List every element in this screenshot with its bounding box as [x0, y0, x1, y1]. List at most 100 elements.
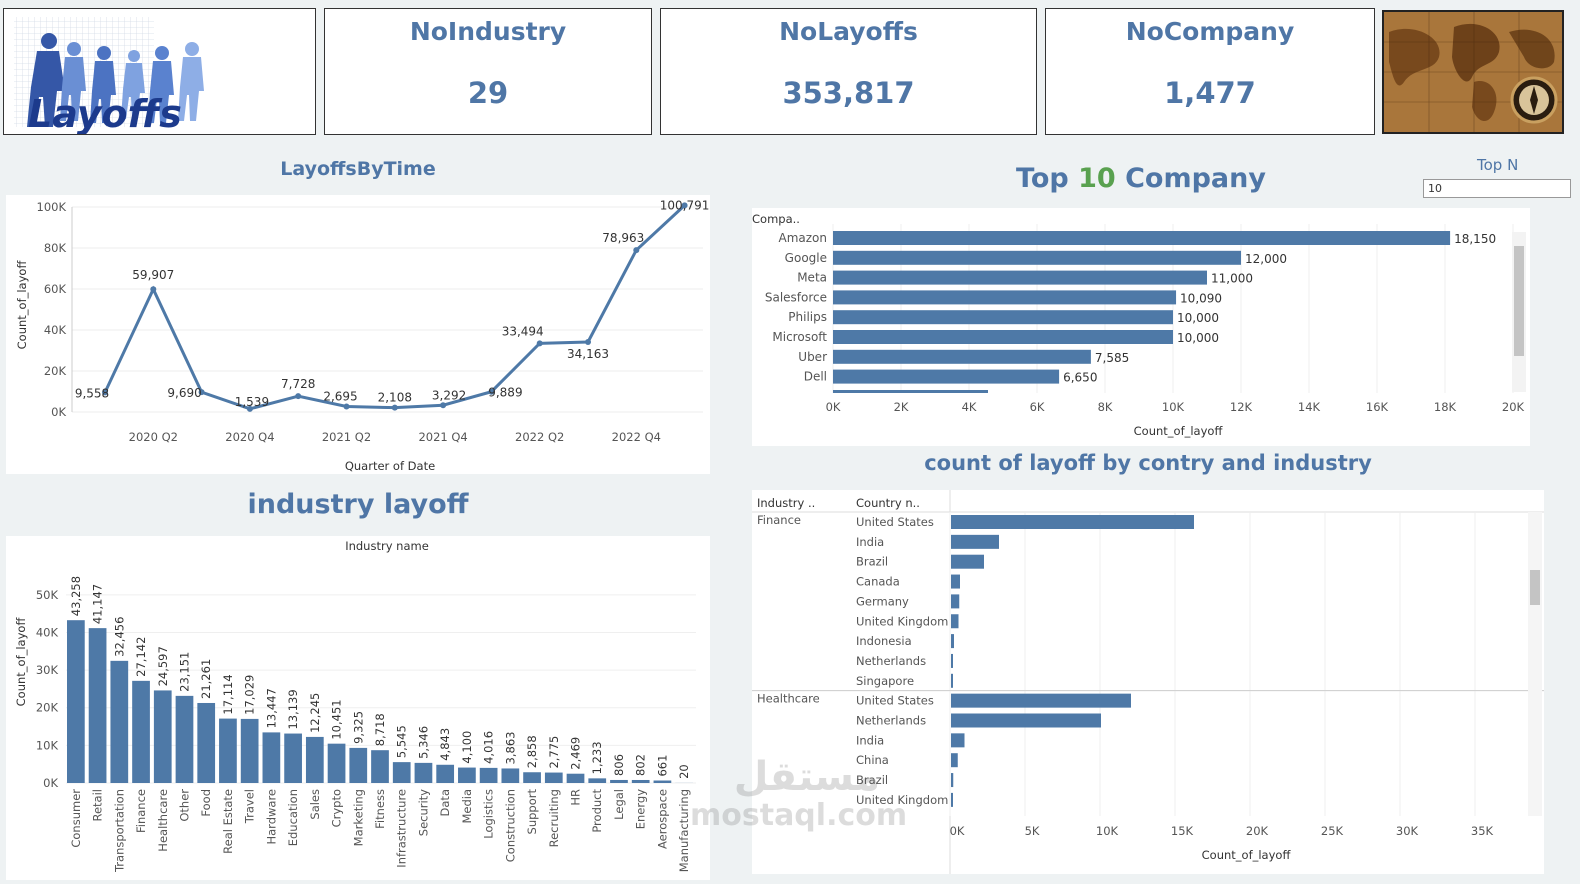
country-label: United States: [856, 694, 934, 708]
data-point: [585, 338, 591, 345]
bar-value-label: 17,029: [243, 675, 257, 715]
x-tick-label: 2021 Q2: [322, 430, 371, 444]
data-point: [295, 393, 302, 400]
industry-bar: [566, 773, 585, 783]
industry-header: Industry ..: [757, 496, 815, 510]
industry-bar: [653, 780, 672, 783]
scrollbar-thumb: [1530, 570, 1540, 605]
industry-layoff-chart: Industry name 0K 10K 20K 30K 40K 50K Count_of_l…: [14, 539, 696, 873]
category-label: Support: [525, 789, 539, 835]
country-chart-panel: Industry .. Country n.. 0K 5K 10K 15K 20K 25K 30…: [752, 490, 1544, 874]
top-title-n: 10: [1078, 163, 1116, 194]
data-label: 2,108: [378, 391, 412, 405]
x-tick-label: 2K: [894, 400, 909, 414]
industry-bar: [501, 768, 520, 783]
country-industry-chart: Industry .. Country n.. 0K 5K 10K 15K 20K 25K 30…: [752, 490, 1544, 874]
y-tick-label: 30K: [36, 663, 59, 677]
category-label: Dell: [804, 370, 827, 384]
bar-value-label: 4,016: [482, 731, 496, 764]
bar-value-label: 2,469: [569, 737, 583, 770]
bar-value-label: 661: [655, 755, 669, 777]
time-chart-panel: 0K 20K 40K 60K 80K 100K 2020 Q2 2020 Q4 2021 Q2 2…: [6, 195, 710, 474]
country-label: United Kingdom: [856, 614, 948, 628]
bar-value-label: 12,245: [308, 693, 322, 733]
country-label: China: [856, 753, 889, 767]
bar-value-label: 9,325: [351, 711, 365, 744]
company-bar: [833, 330, 1173, 344]
bar-value-label: 41,147: [91, 584, 105, 624]
data-point: [391, 404, 398, 411]
country-bar: [951, 634, 954, 649]
logo-panel: Layoffs: [3, 8, 316, 136]
layoff-line: [103, 204, 686, 411]
data-point: [536, 340, 543, 347]
country-label: Brazil: [856, 773, 888, 787]
data-point: [198, 389, 205, 396]
x-tick-label: 2022 Q4: [612, 430, 661, 444]
kpi-no-company-title: NoCompany: [1125, 17, 1295, 46]
data-point: [633, 247, 640, 254]
top-company-chart: 0K 2K 4K 6K 8K 10K 12K 14K 16K 18K 20K Compa.. Count…: [752, 212, 1526, 438]
kpi-no-company: NoCompany 1,477: [1045, 8, 1375, 135]
industry-bar: [153, 690, 172, 783]
x-tick-label: 2021 Q4: [418, 430, 467, 444]
category-label: Finance: [134, 789, 148, 833]
x-tick-label: 20K: [1246, 824, 1269, 838]
category-label: Other: [177, 789, 191, 822]
industry-bar: [631, 779, 650, 783]
industry-bar: [197, 702, 216, 783]
industry-bar: [175, 695, 194, 783]
category-label: HR: [569, 789, 583, 806]
bar-value-label: 10,000: [1177, 331, 1219, 345]
category-label: Google: [785, 251, 827, 265]
country-label: India: [856, 535, 884, 549]
category-label: Media: [460, 789, 474, 824]
category-header: Compa..: [752, 212, 800, 226]
x-tick-label: 2022 Q2: [515, 430, 564, 444]
industry-chart-panel: Industry name 0K 10K 20K 30K 40K 50K Count_of_l…: [6, 536, 710, 880]
x-tick-label: 2020 Q2: [129, 430, 178, 444]
x-tick-label: 16K: [1366, 400, 1389, 414]
country-bar: [951, 693, 1131, 708]
category-label: Manufacturing: [677, 789, 691, 872]
x-tick-label: 20K: [1502, 400, 1525, 414]
bar-value-label: 13,447: [264, 688, 278, 728]
country-bar: [951, 733, 965, 748]
top-title-prefix: Top: [1016, 163, 1079, 194]
category-label: Aerospace: [655, 789, 669, 849]
country-bar: [951, 534, 999, 549]
topn-input[interactable]: [1423, 179, 1571, 198]
x-axis-title: Count_of_layoff: [1134, 424, 1224, 438]
country-bar: [951, 594, 960, 609]
category-label: Recruiting: [547, 789, 561, 847]
y-axis-title: Count_of_layoff: [14, 617, 28, 707]
kpi-no-industry: NoIndustry 29: [324, 8, 652, 135]
topn-label: Top N: [1477, 156, 1519, 174]
category-label: Crypto: [330, 789, 344, 827]
chart-header: Industry name: [345, 539, 429, 553]
category-label: Logistics: [482, 789, 496, 839]
bar-value-label: 21,261: [199, 659, 213, 699]
bar-value-label: 5,346: [416, 726, 430, 759]
industry-bar: [392, 762, 411, 783]
data-point: [150, 286, 157, 293]
category-label: Construction: [503, 789, 517, 862]
y-tick-label: 50K: [36, 588, 59, 602]
industry-bar: [219, 718, 237, 783]
bar-value-label: 10,451: [330, 699, 344, 739]
y-tick-label: 60K: [44, 282, 67, 296]
x-tick-label: 2020 Q4: [225, 430, 274, 444]
country-label: Germany: [856, 594, 909, 608]
data-point: [246, 405, 253, 412]
category-label: Meta: [797, 271, 827, 285]
kpi-no-company-value: 1,477: [1164, 76, 1256, 110]
company-bar: [833, 369, 1060, 384]
category-label: Philips: [788, 310, 827, 324]
category-label: Real Estate: [221, 789, 235, 854]
country-bar: [951, 773, 954, 788]
bar-value-label: 27,142: [134, 637, 148, 677]
category-label: Data: [438, 789, 452, 816]
category-label: Travel: [243, 789, 257, 824]
x-tick-label: 10K: [1162, 400, 1185, 414]
x-tick-label: 15K: [1171, 824, 1194, 838]
